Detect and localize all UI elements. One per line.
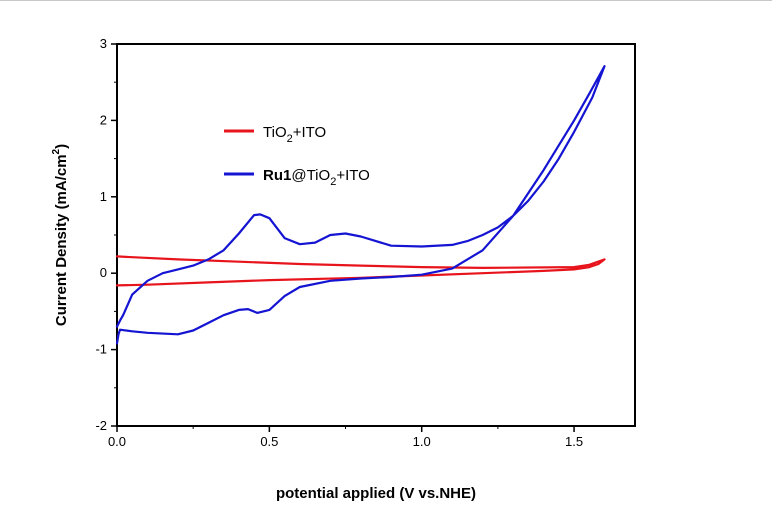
x-tick-label: 1.5: [565, 434, 583, 449]
x-tick-label: 1.0: [413, 434, 431, 449]
y-axis-title: Current Density (mA/cm2): [51, 144, 70, 326]
ru1-tio2-ito-curve: [115, 65, 606, 345]
y-tick-label: 0: [100, 265, 107, 280]
tio2-ito-curve: [115, 255, 606, 287]
legend-1-sub: 2: [330, 176, 336, 188]
legend-1-bold: Ru1: [263, 167, 291, 184]
x-axis-title: potential applied (V vs.NHE): [276, 485, 476, 502]
legend-1-post: +ITO: [336, 167, 370, 184]
series-layer: [115, 65, 606, 345]
x-tick-label: 0.0: [108, 434, 126, 449]
legend-0-sub: 2: [287, 133, 293, 145]
x-axis: 0.0 0.5 1.0 1.5: [108, 426, 583, 449]
y-tick-label: 1: [100, 189, 107, 204]
x-tick-label: 0.5: [260, 434, 278, 449]
y-tick-label: 2: [100, 112, 107, 127]
top-border-line: [0, 0, 772, 1]
plot-frame: [116, 43, 636, 427]
legend: TiO2+ITO Ru1@TiO2+ITO: [224, 124, 370, 188]
legend-0-post: +ITO: [293, 124, 327, 141]
y-axis-title-end: ): [53, 144, 70, 149]
y-tick-label: -1: [95, 342, 107, 357]
legend-label-ru1-tio2-ito: Ru1@TiO2+ITO: [263, 167, 370, 188]
legend-0-pre: TiO: [263, 124, 287, 141]
y-axis-title-main: Current Density (mA/cm: [53, 154, 70, 326]
y-axis-title-sup: 2: [51, 148, 62, 154]
y-axis: -2 -1 0 1 2 3: [95, 36, 117, 433]
y-tick-label: 3: [100, 36, 107, 51]
legend-1-pre: @TiO: [291, 167, 330, 184]
y-tick-label: -2: [95, 418, 107, 433]
legend-label-tio2-ito: TiO2+ITO: [263, 124, 326, 145]
